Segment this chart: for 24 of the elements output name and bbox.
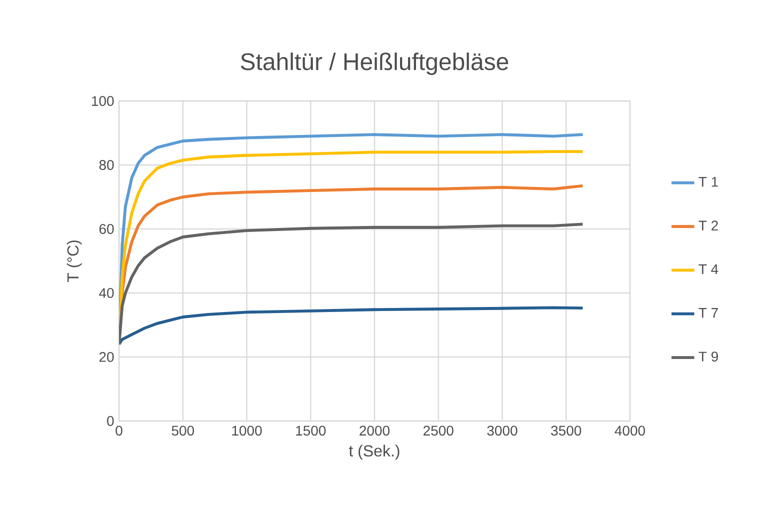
x-tick-label: 1500 [296, 426, 326, 436]
x-axis-title: t (Sek.) [348, 444, 400, 460]
y-tick-label: 0 [107, 416, 114, 426]
x-tick-label: 2000 [360, 426, 390, 436]
x-tick-label: 4000 [614, 426, 646, 436]
legend-label: T 2 [698, 220, 718, 230]
y-tick-label: 100 [92, 96, 114, 106]
x-tick-label: 3000 [487, 426, 518, 436]
x-tick-label: 500 [172, 426, 194, 436]
x-tick-label: 3500 [551, 426, 582, 436]
legend-label: T 4 [698, 264, 718, 274]
y-tick-label: 20 [99, 352, 114, 362]
x-tick-label: 0 [116, 426, 122, 436]
line-series [119, 222, 584, 346]
legend-label: T 1 [698, 177, 718, 187]
x-tick-label: 1000 [232, 426, 262, 436]
legend-label: T 7 [698, 308, 718, 318]
x-tick-label: 2500 [424, 426, 454, 436]
y-tick-label: 60 [99, 224, 114, 234]
chart-title: Stahltür / Heißluftgebläse [240, 52, 508, 75]
legend-label: T 9 [698, 352, 718, 362]
y-tick-label: 80 [99, 160, 114, 170]
y-axis-title: T (°C) [66, 240, 82, 282]
y-tick-label: 40 [99, 288, 114, 298]
